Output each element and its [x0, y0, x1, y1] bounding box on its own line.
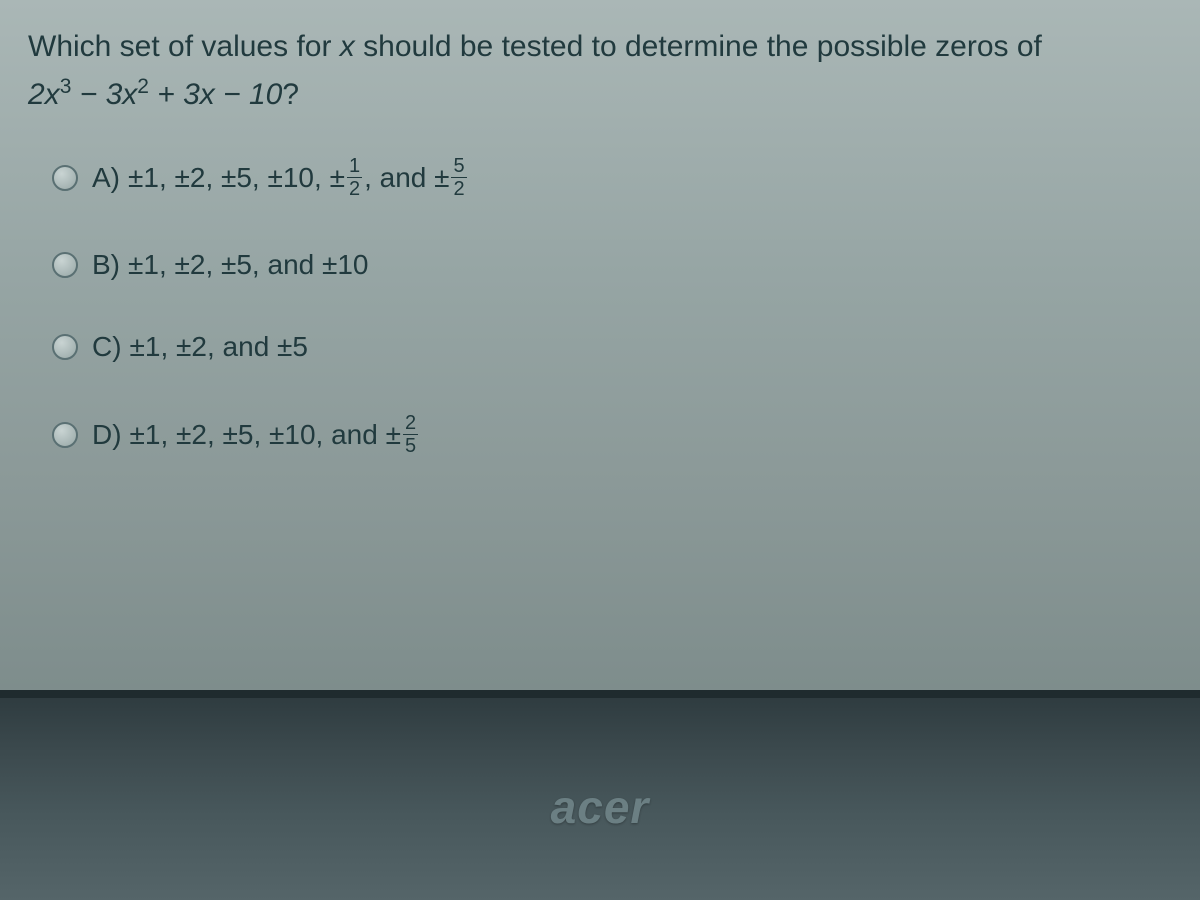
fraction-icon: 5 2	[451, 156, 466, 199]
fraction-icon: 1 2	[347, 156, 362, 199]
choice-a[interactable]: A) ±1, ±2, ±5, ±10, ± 1 2 , and ± 5 2	[52, 156, 1172, 199]
fraction-icon: 2 5	[403, 413, 418, 456]
choice-a-letter: A)	[92, 162, 120, 194]
question-prefix: Which set of values for	[28, 30, 340, 63]
choice-b[interactable]: B) ±1, ±2, ±5, and ±10	[52, 249, 1172, 281]
radio-d[interactable]	[52, 422, 78, 448]
radio-a[interactable]	[52, 165, 78, 191]
choice-b-text: B) ±1, ±2, ±5, and ±10	[92, 249, 369, 281]
radio-c[interactable]	[52, 334, 78, 360]
choice-d[interactable]: D) ±1, ±2, ±5, ±10, and ± 2 5	[52, 413, 1172, 456]
question-text: Which set of values for x should be test…	[28, 24, 1172, 118]
choice-b-letter: B)	[92, 249, 120, 281]
question-variable: x	[340, 30, 355, 63]
choice-a-text: A) ±1, ±2, ±5, ±10, ± 1 2 , and ± 5 2	[92, 156, 469, 199]
choice-list: A) ±1, ±2, ±5, ±10, ± 1 2 , and ± 5 2 B)…	[28, 156, 1172, 456]
choice-c-text: C) ±1, ±2, and ±5	[92, 331, 308, 363]
choice-d-text: D) ±1, ±2, ±5, ±10, and ± 2 5	[92, 413, 420, 456]
radio-b[interactable]	[52, 252, 78, 278]
quiz-screen: Which set of values for x should be test…	[0, 0, 1200, 690]
question-polynomial: 2x3 − 3x2 + 3x − 10	[28, 78, 282, 111]
laptop-bezel: acer	[0, 690, 1200, 900]
choice-c-letter: C)	[92, 331, 122, 363]
question-suffix: ?	[282, 78, 299, 111]
choice-d-letter: D)	[92, 419, 122, 451]
brand-logo: acer	[0, 780, 1200, 834]
question-middle: should be tested to determine the possib…	[355, 30, 1042, 63]
bezel-edge	[0, 690, 1200, 698]
choice-c[interactable]: C) ±1, ±2, and ±5	[52, 331, 1172, 363]
